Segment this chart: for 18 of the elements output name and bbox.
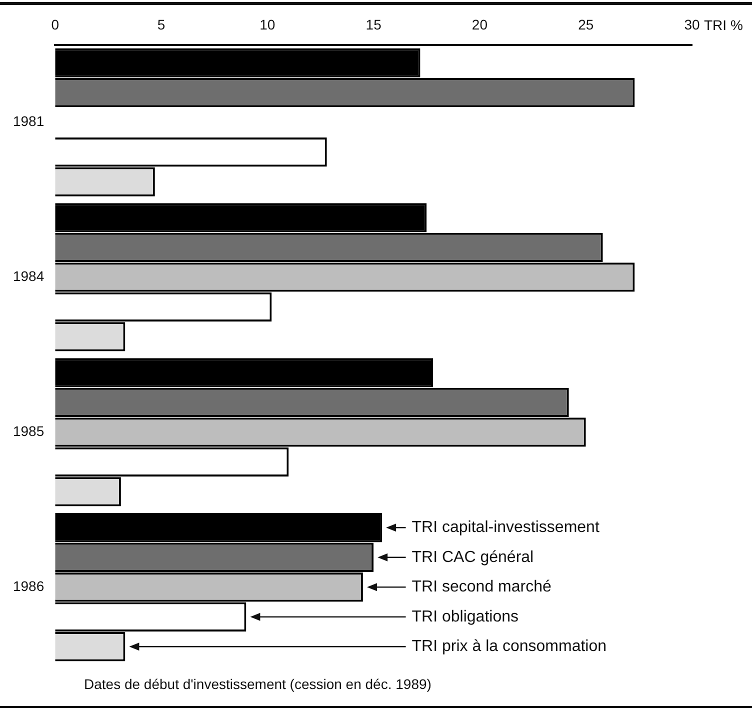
y-tick-label: 1981 bbox=[12, 113, 44, 130]
x-axis-title: TRI % bbox=[704, 16, 743, 33]
x-tick-label: 30 bbox=[684, 16, 700, 32]
y-tick-label: 1986 bbox=[12, 578, 44, 594]
series-label: TRI capital-investissement bbox=[412, 519, 600, 536]
text: TRI obligations bbox=[412, 608, 518, 626]
text: TRI second marché bbox=[412, 578, 552, 596]
x-tick-label: 10 bbox=[260, 16, 276, 32]
y-tick-label: 1985 bbox=[12, 423, 44, 440]
text: TRI prix à la consommation bbox=[412, 638, 607, 656]
x-tick-label: 20 bbox=[472, 16, 488, 32]
x-tick-label: 0 bbox=[51, 16, 60, 32]
x-tick-label: 25 bbox=[578, 16, 594, 32]
text: Dates de début d'investissement (cession en déc. 1989) bbox=[84, 676, 432, 692]
x-tick-label: 15 bbox=[366, 16, 382, 32]
text: TRI CAC général bbox=[412, 548, 534, 566]
y-tick-label: 1984 bbox=[12, 268, 44, 284]
x-tick-label: 5 bbox=[157, 16, 166, 32]
